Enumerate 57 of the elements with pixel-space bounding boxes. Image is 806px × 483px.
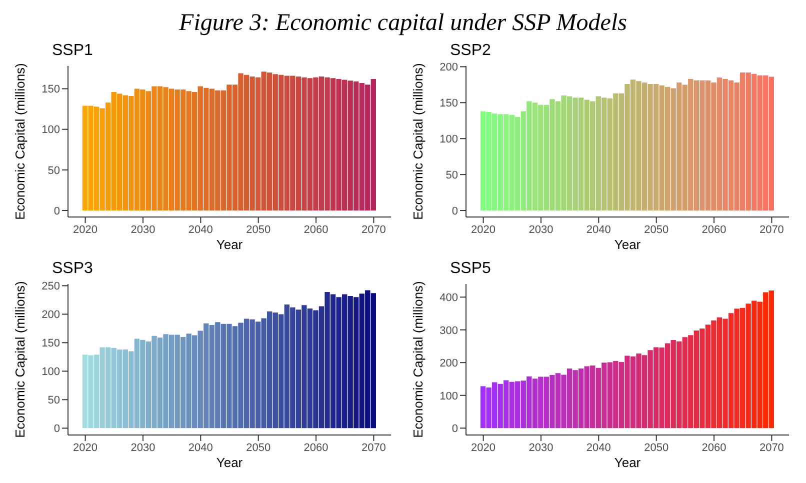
chart-title: SSP2 bbox=[449, 42, 492, 60]
y-tick-label: 50 bbox=[48, 164, 60, 177]
y-tick-label: 200 bbox=[440, 62, 458, 74]
x-axis-title: Year bbox=[216, 455, 244, 470]
y-axis-title: Economic Capital (millions) bbox=[410, 63, 426, 220]
y-tick-label: 100 bbox=[42, 124, 60, 136]
x-tick-label: 2050 bbox=[644, 442, 669, 454]
y-tick-label: 150 bbox=[42, 338, 60, 350]
y-tick-label: 300 bbox=[440, 324, 458, 337]
x-tick-label: 2040 bbox=[586, 224, 611, 236]
y-tick-label: 50 bbox=[48, 394, 60, 407]
x-axis-title: Year bbox=[614, 237, 642, 252]
x-tick-label: 2020 bbox=[471, 224, 496, 236]
y-tick-label: 150 bbox=[42, 84, 60, 96]
x-tick-label: 2020 bbox=[73, 442, 98, 454]
chart-title: SSP5 bbox=[449, 260, 492, 278]
x-tick-label: 2070 bbox=[361, 224, 386, 236]
chart-title: SSP1 bbox=[51, 42, 94, 60]
y-tick-label: 100 bbox=[440, 390, 458, 402]
x-tick-label: 2030 bbox=[130, 224, 156, 236]
y-tick-label: 100 bbox=[42, 366, 60, 378]
y-tick-label: 150 bbox=[440, 98, 458, 110]
y-axis-title: Economic Capital (millions) bbox=[12, 281, 28, 438]
x-tick-label: 2060 bbox=[702, 442, 726, 454]
y-tick-label: 0 bbox=[54, 423, 60, 436]
y-axis-title: Economic Capital (millions) bbox=[12, 63, 28, 220]
x-tick-label: 2060 bbox=[304, 224, 328, 236]
x-tick-label: 2050 bbox=[246, 442, 271, 454]
x-tick-label: 2060 bbox=[304, 442, 328, 454]
y-tick-label: 0 bbox=[452, 205, 458, 218]
x-tick-label: 2020 bbox=[471, 442, 496, 454]
y-tick-label: 50 bbox=[446, 169, 458, 182]
x-tick-label: 2040 bbox=[586, 442, 611, 454]
y-tick-label: 0 bbox=[54, 205, 60, 218]
y-tick-label: 200 bbox=[440, 358, 458, 370]
caption: Figure 3: Economic capital under SSP Models bbox=[178, 10, 628, 37]
x-tick-label: 2070 bbox=[361, 442, 386, 454]
x-tick-label: 2070 bbox=[759, 224, 784, 236]
x-tick-label: 2030 bbox=[528, 442, 554, 454]
x-tick-label: 2060 bbox=[702, 224, 726, 236]
x-axis-title: Year bbox=[216, 237, 244, 252]
y-tick-label: 0 bbox=[452, 423, 458, 436]
x-axis-title: Year bbox=[614, 455, 642, 470]
x-tick-label: 2070 bbox=[759, 442, 784, 454]
y-tick-label: 250 bbox=[42, 280, 60, 293]
x-tick-label: 2040 bbox=[188, 442, 213, 454]
x-tick-label: 2030 bbox=[130, 442, 156, 454]
y-tick-label: 100 bbox=[440, 134, 458, 146]
chart-title: SSP3 bbox=[51, 260, 94, 278]
y-axis-title: Economic Capital (millions) bbox=[410, 281, 426, 438]
x-tick-label: 2020 bbox=[73, 224, 98, 236]
x-tick-label: 2050 bbox=[246, 224, 271, 236]
y-tick-label: 400 bbox=[440, 292, 458, 304]
y-tick-label: 200 bbox=[42, 309, 60, 322]
x-tick-label: 2040 bbox=[188, 224, 213, 236]
x-tick-label: 2030 bbox=[528, 224, 554, 236]
x-tick-label: 2050 bbox=[644, 224, 669, 236]
